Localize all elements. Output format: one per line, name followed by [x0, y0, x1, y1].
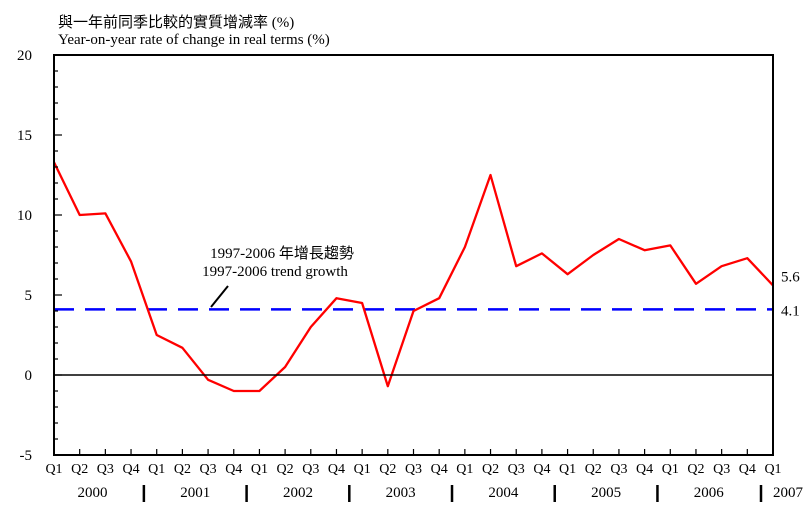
- x-tick-label: Q1: [764, 462, 781, 477]
- y-tick-label: 0: [25, 368, 33, 384]
- x-tick-label: Q1: [559, 462, 576, 477]
- x-tick-label: Q4: [328, 462, 345, 477]
- annotation-pointer: [210, 285, 229, 308]
- x-tick-label: Q4: [739, 462, 756, 477]
- x-tick-label: Q4: [431, 462, 448, 477]
- x-tick-label: Q2: [174, 462, 191, 477]
- x-tick-label: Q3: [97, 462, 114, 477]
- series-group: [52, 161, 774, 393]
- x-tick-label: Q2: [687, 462, 704, 477]
- x-tick-label: Q2: [277, 462, 294, 477]
- x-tick-label: Q3: [200, 462, 217, 477]
- year-label: 2001: [180, 485, 210, 501]
- x-tick-label: Q2: [585, 462, 602, 477]
- y-tick-label: 15: [17, 128, 32, 144]
- year-label: 2000: [78, 485, 108, 501]
- x-tick-label: Q3: [508, 462, 525, 477]
- x-tick-label: Q1: [251, 462, 268, 477]
- x-tick-label: Q2: [379, 462, 396, 477]
- trend-value-label: 4.1: [781, 303, 800, 319]
- y-axis-title: Year-on-year rate of change in real term…: [58, 32, 330, 48]
- trend-annotation: 1997-2006 trend growth: [202, 264, 348, 280]
- year-label: 2002: [283, 485, 313, 501]
- x-tick-label: Q1: [148, 462, 165, 477]
- series-line: [52, 161, 774, 393]
- y-axis-title-zh: 與一年前同季比較的實質增減率 (%): [58, 13, 294, 31]
- x-tick-label: Q2: [482, 462, 499, 477]
- y-tick-label: 10: [17, 208, 32, 224]
- x-tick-label: Q1: [456, 462, 473, 477]
- x-tick-label: Q3: [713, 462, 730, 477]
- plot-frame: [53, 54, 774, 456]
- x-tick-label: Q1: [354, 462, 371, 477]
- x-tick-label: Q3: [610, 462, 627, 477]
- x-tick-label: Q1: [45, 462, 62, 477]
- year-label: 2004: [488, 485, 519, 501]
- y-tick-label: 5: [25, 288, 33, 304]
- y-tick-label: 20: [17, 48, 32, 64]
- x-tick-label: Q4: [533, 462, 550, 477]
- year-label: 2005: [591, 485, 621, 501]
- x-tick-label: Q4: [636, 462, 653, 477]
- x-tick-label: Q4: [225, 462, 242, 477]
- trend-annotation-zh: 1997-2006 年增長趨勢: [210, 245, 354, 262]
- y-tick-label: -5: [20, 448, 33, 464]
- end-value-label: 5.6: [781, 269, 800, 285]
- x-tick-label: Q1: [662, 462, 679, 477]
- x-tick-label: Q3: [302, 462, 319, 477]
- x-tick-label: Q4: [122, 462, 139, 477]
- axes: [53, 54, 774, 502]
- x-tick-label: Q2: [71, 462, 88, 477]
- year-label: 2006: [694, 485, 725, 501]
- x-tick-label: Q3: [405, 462, 422, 477]
- labels: -5 0 5 10 15 20 Q1 Q2 Q3 Q4 Q1 Q2 Q3 Q4 Q1 Q2 Q3 Q4 Q1 Q2 Q3…: [17, 48, 804, 501]
- year-label: 2003: [386, 485, 416, 501]
- year-label: 2007: [773, 485, 804, 501]
